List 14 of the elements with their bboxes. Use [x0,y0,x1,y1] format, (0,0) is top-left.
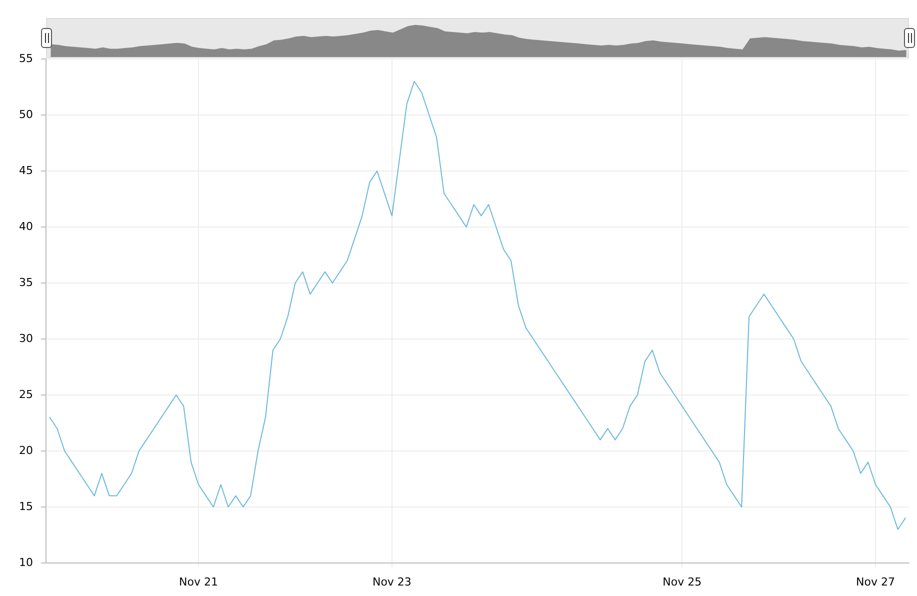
x-tick-label: Nov 25 [662,575,702,588]
y-tick-label: 30 [19,332,33,345]
y-tick-label: 55 [19,52,33,65]
y-tick-label: 35 [19,276,33,289]
y-tick-label: 25 [19,388,33,401]
y-tick-label: 15 [19,500,33,513]
y-tick-label: 10 [19,556,33,569]
x-tick-label: Nov 27 [856,575,896,588]
x-tick-label: Nov 21 [179,575,218,588]
y-tick-label: 40 [19,220,33,233]
y-tick-label: 50 [19,108,33,121]
y-tick-label: 45 [19,164,33,177]
y-tick-label: 20 [19,444,33,457]
x-tick-label: Nov 23 [372,575,412,588]
